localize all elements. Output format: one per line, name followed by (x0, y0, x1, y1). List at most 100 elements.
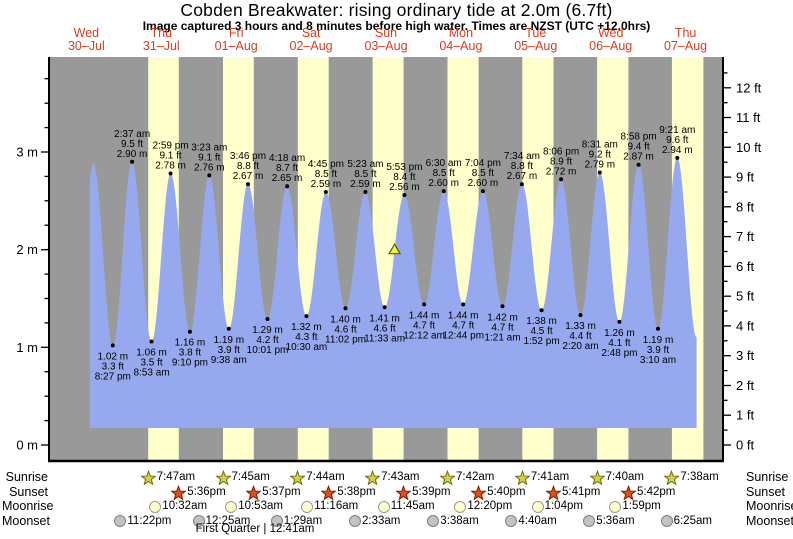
sunrise-time: 7:43am (381, 471, 420, 483)
svg-text:8.5 ft: 8.5 ft (433, 168, 455, 179)
svg-text:8:06 pm: 8:06 pm (543, 146, 579, 157)
svg-text:12:12 am: 12:12 am (403, 330, 445, 341)
tide-event-dot (130, 159, 135, 164)
tide-event-dot (246, 182, 250, 187)
y-left-tick-label: 1 m (16, 340, 38, 355)
svg-text:1.33 m: 1.33 m (565, 321, 596, 332)
moonrise-icon (301, 500, 314, 513)
low-tide-annotation: 1.16 m3.8 ft9:10 pm (172, 329, 208, 369)
day-name: Sun (374, 26, 398, 40)
sunset-icon (546, 484, 561, 500)
svg-text:3.3 ft: 3.3 ft (102, 361, 124, 372)
moonset-marker: 5:36am (583, 514, 635, 529)
y-right-tick-label: 6 ft (736, 259, 754, 274)
sunset-time: 5:37pm (262, 485, 301, 498)
svg-text:2.94 m: 2.94 m (662, 145, 693, 156)
svg-text:2.76 m: 2.76 m (194, 162, 225, 173)
moonset-icon (192, 515, 205, 527)
svg-text:1.06 m: 1.06 m (136, 348, 167, 359)
high-tide-annotation: 7:04 pm8.5 ft2.60 m (465, 158, 501, 194)
svg-text:8.8 ft: 8.8 ft (237, 161, 259, 172)
day-name: Sat (301, 26, 321, 40)
low-tide-annotation: 1.06 m3.5 ft8:53 am (134, 339, 170, 379)
svg-text:4.7 ft: 4.7 ft (491, 322, 513, 333)
svg-text:4.3 ft: 4.3 ft (295, 332, 317, 343)
low-tide-annotation: 1.33 m4.4 ft2:20 am (562, 313, 599, 352)
sunrise-marker: 7:42am (440, 470, 494, 485)
day-name: Fri (228, 26, 244, 40)
sunrise-time: 7:45am (231, 471, 270, 483)
y-right-tick-label: 2 ft (736, 378, 754, 393)
page-title: Cobden Breakwater: rising ordinary tide … (180, 0, 613, 20)
high-tide-annotation: 8:31 am9.2 ft2.79 m (582, 140, 618, 175)
tide-event-dot (597, 170, 602, 175)
high-tide-annotation: 5:23 am8.5 ft2.59 m (347, 159, 383, 194)
sunrise-icon (215, 470, 231, 485)
sunset-icon (471, 484, 487, 500)
svg-text:2:37 am: 2:37 am (114, 129, 150, 140)
svg-text:7:34 am: 7:34 am (504, 151, 540, 162)
sunrise-icon (440, 470, 455, 485)
svg-text:8:31 am: 8:31 am (582, 140, 618, 151)
day-date: 31–Jul (142, 38, 180, 53)
high-tide-annotation: 8:06 pm8.9 ft2.72 m (543, 146, 579, 182)
tide-area (90, 157, 697, 428)
moonrise-icon (149, 500, 162, 513)
sunrise-marker: 7:41am (514, 470, 569, 485)
tide-event-dot (207, 173, 212, 178)
sunrise-marker: 7:45am (215, 470, 270, 485)
svg-text:3.9 ft: 3.9 ft (647, 345, 669, 356)
svg-text:2.67 m: 2.67 m (507, 171, 538, 182)
svg-text:1.42 m: 1.42 m (487, 312, 518, 323)
svg-text:1.29 m: 1.29 m (252, 325, 283, 336)
svg-text:9:38 am: 9:38 am (211, 355, 247, 366)
sunset-time: 5:42pm (637, 485, 676, 498)
day-name: Wed (73, 26, 100, 40)
svg-text:1.26 m: 1.26 m (604, 328, 635, 339)
sunrise-time: 7:44am (306, 471, 345, 483)
svg-text:1.19 m: 1.19 m (214, 335, 245, 346)
axes (41, 57, 731, 463)
high-tide-annotation: 9:21 am9.6 ft2.94 m (659, 125, 695, 160)
svg-text:1.44 m: 1.44 m (409, 310, 440, 321)
day-name: Thu (674, 26, 697, 40)
sunset-marker: 5:42pm (621, 484, 676, 500)
svg-text:8:53 am: 8:53 am (134, 368, 170, 379)
svg-text:9.2 ft: 9.2 ft (589, 150, 611, 161)
svg-text:1.16 m: 1.16 m (175, 338, 206, 349)
sunset-icon (171, 484, 187, 500)
svg-text:2.60 m: 2.60 m (428, 178, 459, 189)
low-tide-annotation: 1.38 m4.5 ft1:52 pm (524, 308, 560, 347)
tide-event-dot (578, 313, 583, 318)
moonset-time: 4:40am (518, 514, 557, 527)
svg-text:4.7 ft: 4.7 ft (452, 320, 474, 331)
svg-text:1.41 m: 1.41 m (369, 313, 400, 324)
svg-text:2:48 pm: 2:48 pm (601, 348, 637, 359)
svg-text:1.19 m: 1.19 m (643, 335, 674, 346)
tide-event-dot (168, 171, 173, 176)
svg-text:8.4 ft: 8.4 ft (393, 172, 415, 183)
svg-text:2.59 m: 2.59 m (350, 179, 381, 190)
moonrise-icon (225, 500, 238, 513)
tide-event-dot (539, 308, 544, 313)
y-left-tick-label: 3 m (16, 145, 38, 160)
svg-text:4.4 ft: 4.4 ft (569, 331, 591, 342)
y-right-tick-label: 1 ft (736, 408, 754, 423)
current-tide-marker-icon (388, 243, 402, 255)
y-right-tick-label: 9 ft (736, 170, 754, 185)
svg-text:2.72 m: 2.72 m (546, 166, 577, 177)
day-label: Thu 07–Aug (646, 27, 726, 52)
tide-event-dot (617, 319, 622, 324)
high-tide-annotation: 2:59 pm9.1 ft2.78 m (153, 141, 189, 176)
sunrise-icon (365, 470, 381, 485)
sunset-icon (321, 484, 337, 500)
tide-event-dot (461, 302, 466, 307)
sunrise-marker: 7:43am (365, 470, 419, 485)
high-tide-annotation: 3:23 am9.1 ft2.76 m (191, 142, 227, 178)
y-right-tick-label: 10 ft (736, 140, 762, 155)
moonset-icon (505, 515, 518, 527)
svg-text:4.7 ft: 4.7 ft (413, 320, 435, 331)
tide-event-dot (675, 155, 680, 160)
sunset-row-label-right: Sunset (746, 484, 785, 499)
